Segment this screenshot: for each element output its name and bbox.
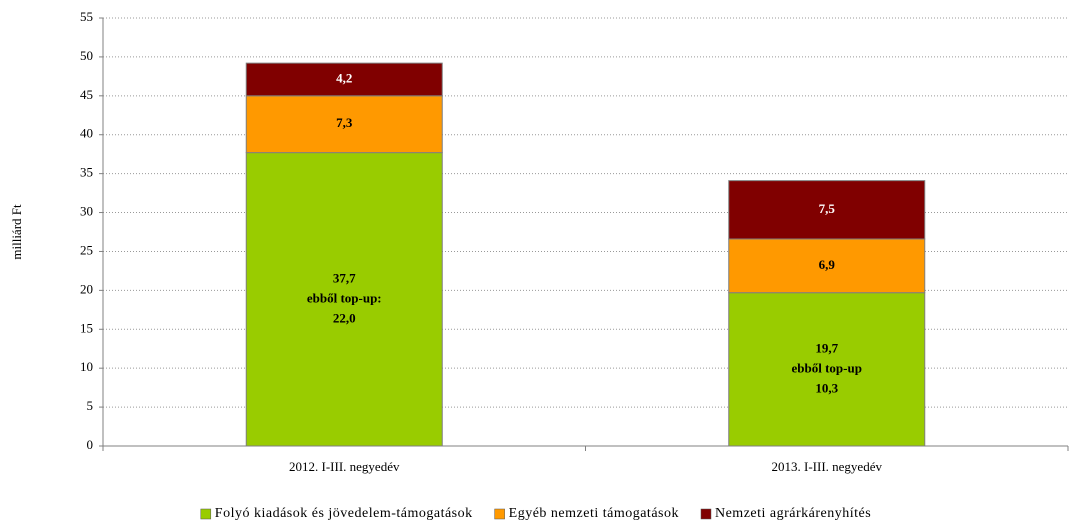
legend-label: Egyéb nemzeti támogatások	[509, 506, 679, 521]
annotation: 22,0	[333, 310, 356, 325]
y-tick-label: 25	[80, 242, 93, 257]
y-tick-label: 0	[87, 437, 94, 452]
legend-swatch	[200, 508, 212, 520]
legend-label: Nemzeti agrárkárenyhítés	[715, 506, 871, 521]
y-tick-label: 10	[80, 359, 93, 374]
y-tick-label: 30	[80, 204, 93, 219]
legend-label: Folyó kiadások és jövedelem-támogatások	[215, 506, 473, 521]
data-label: 19,7	[815, 340, 838, 355]
bar-segment	[245, 62, 443, 97]
y-axis-label: milliárd Ft	[9, 204, 24, 260]
annotation: ebből top-up	[792, 360, 862, 375]
bar-segment	[728, 238, 926, 294]
data-label: 7,5	[819, 201, 836, 216]
annotation: ebből top-up:	[307, 290, 382, 305]
x-tick-label: 2012. I-III. negyedév	[289, 459, 400, 474]
y-tick-label: 35	[80, 165, 93, 180]
y-tick-label: 50	[80, 48, 93, 63]
data-label: 4,2	[336, 70, 352, 85]
legend-swatch	[700, 508, 712, 520]
y-tick-label: 20	[80, 281, 93, 296]
annotation: 10,3	[815, 380, 838, 395]
y-tick-label: 40	[80, 126, 93, 141]
bar-segment	[728, 180, 926, 240]
data-label: 37,7	[333, 270, 356, 285]
y-tick-label: 5	[87, 398, 94, 413]
x-tick-label: 2013. I-III. negyedév	[772, 459, 883, 474]
data-label: 7,3	[336, 115, 353, 130]
bar-segment	[728, 292, 926, 447]
y-tick-label: 55	[80, 9, 93, 24]
y-tick-label: 45	[80, 87, 93, 102]
legend-swatch	[494, 508, 505, 520]
y-tick-label: 15	[80, 320, 93, 335]
data-label: 6,9	[819, 257, 836, 272]
